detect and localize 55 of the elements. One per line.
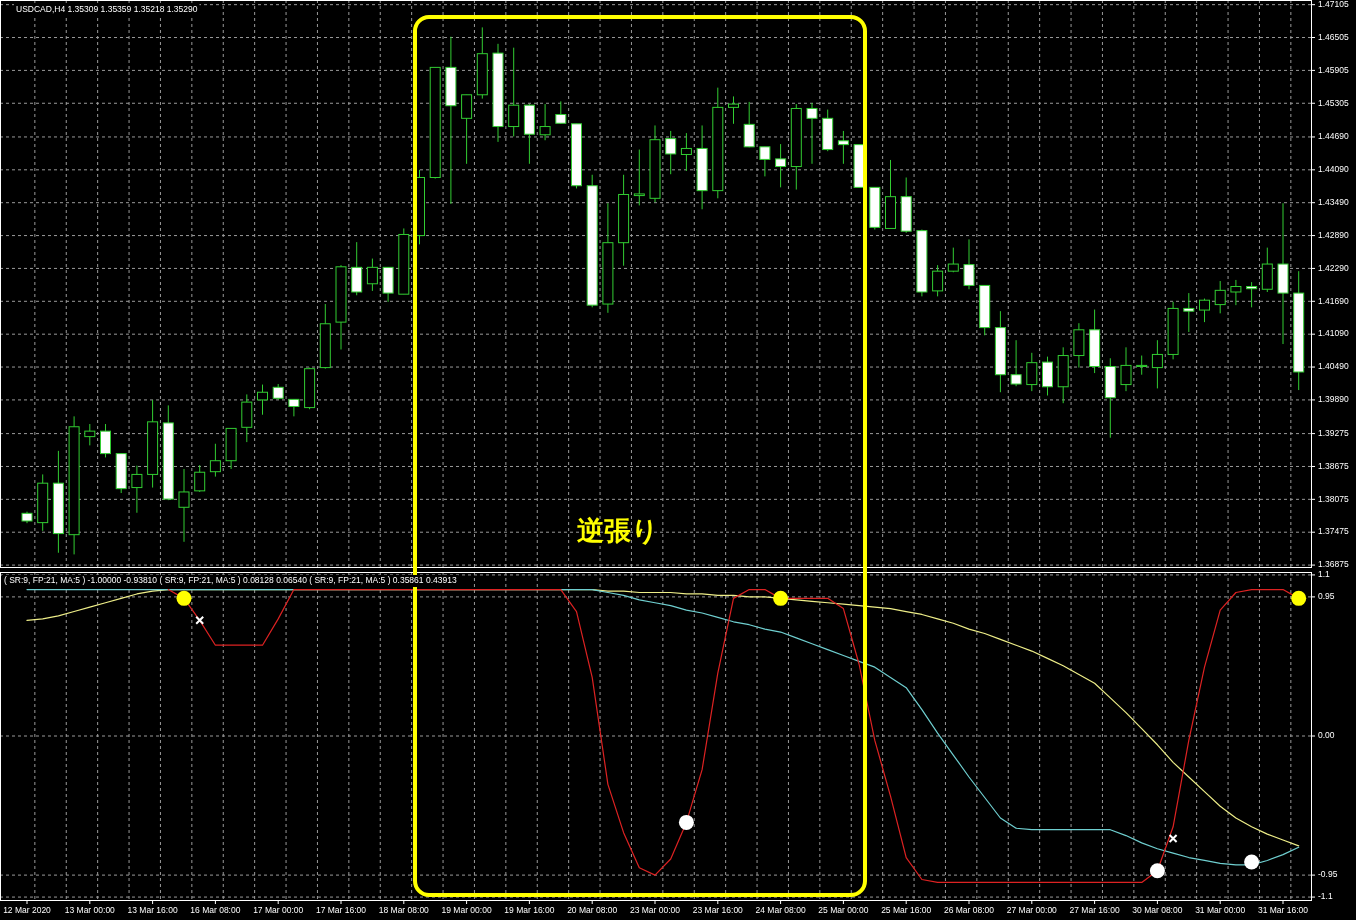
x-tick-label: 27 Mar 00:00 bbox=[1006, 905, 1058, 915]
x-tick-label: 25 Mar 00:00 bbox=[818, 905, 869, 915]
x-tick-label: 27 Mar 16:00 bbox=[1069, 905, 1120, 915]
x-tick-label: 20 Mar 08:00 bbox=[567, 905, 618, 915]
x-tick-label: 17 Mar 00:00 bbox=[253, 905, 304, 915]
y-tick-label: 1.42290 bbox=[1318, 262, 1349, 273]
x-tick-label: 18 Mar 08:00 bbox=[378, 905, 430, 915]
y-tick-label: 1.39890 bbox=[1318, 394, 1349, 405]
y-tick-label: 1.39275 bbox=[1318, 427, 1349, 438]
y-tick-label: 1.38075 bbox=[1318, 493, 1349, 504]
y-tick-label: 0.00 bbox=[1318, 730, 1335, 741]
x-tick-label: 19 Mar 00:00 bbox=[441, 905, 492, 915]
y-tick-label: 1.40490 bbox=[1318, 361, 1349, 372]
y-tick-label: 1.45905 bbox=[1318, 64, 1349, 75]
y-tick-label: 1.41690 bbox=[1318, 295, 1349, 306]
x-tick-label: 30 Mar 08:00 bbox=[1132, 905, 1183, 915]
y-tick-label: 1.1 bbox=[1318, 569, 1331, 580]
x-tick-label: 17 Mar 16:00 bbox=[315, 905, 367, 915]
y-tick-label: 1.45305 bbox=[1318, 97, 1349, 108]
annotation: 逆張り bbox=[577, 516, 659, 547]
y-tick-label: 1.44090 bbox=[1318, 164, 1349, 175]
point bbox=[1244, 854, 1260, 870]
point bbox=[773, 590, 789, 606]
x-tick-label: 13 Mar 16:00 bbox=[127, 905, 178, 915]
x-tick-label: 26 Mar 08:00 bbox=[943, 905, 995, 915]
x-tick-label: 23 Mar 00:00 bbox=[629, 905, 681, 915]
y-tick-label: 1.38675 bbox=[1318, 460, 1349, 471]
x-tick-label: 31 Mar 00:00 bbox=[1195, 905, 1246, 915]
y-tick-label: 1.44690 bbox=[1318, 131, 1349, 142]
point bbox=[1291, 590, 1307, 606]
point bbox=[1168, 834, 1178, 843]
point bbox=[678, 814, 694, 830]
chart-title: ( SR:9, FP:21, MA:5 ) -1.00000 -0.93810 ( SR:9, FP:21, MA:5 ) 0.08128 0.06540 ( SR:9, FP:21, MA:5 ) 0.35861 0.43913 bbox=[4, 575, 457, 586]
x-tick-label: 31 Mar 16:00 bbox=[1257, 905, 1309, 915]
y-tick-label: 1.36875 bbox=[1318, 559, 1349, 570]
y-tick-label: 1.41090 bbox=[1318, 328, 1349, 339]
y-tick-label: 0.95 bbox=[1318, 591, 1335, 602]
x-tick-label: 19 Mar 16:00 bbox=[504, 905, 555, 915]
y-tick-label: 1.42890 bbox=[1318, 229, 1349, 240]
y-tick-label: 1.43490 bbox=[1318, 196, 1349, 207]
y-tick-label: 1.47105 bbox=[1318, 0, 1349, 9]
y-tick-label: 1.46505 bbox=[1318, 31, 1349, 42]
x-tick-label: 12 Mar 2020 bbox=[3, 905, 52, 915]
point bbox=[1149, 863, 1165, 879]
x-tick-label: 16 Mar 08:00 bbox=[190, 905, 241, 915]
point bbox=[195, 615, 205, 625]
text: USDCAD,H4 1.35309 1.35359 1.35218 1.35290 bbox=[16, 4, 198, 15]
y-tick-label: -1.1 bbox=[1318, 891, 1333, 902]
x-tick-label: 13 Mar 00:00 bbox=[64, 905, 116, 915]
y-tick-label: -0.95 bbox=[1318, 869, 1338, 880]
point bbox=[176, 590, 192, 606]
x-tick-label: 24 Mar 08:00 bbox=[755, 905, 806, 915]
x-tick-label: 23 Mar 16:00 bbox=[692, 905, 744, 915]
x-tick-label: 25 Mar 16:00 bbox=[881, 905, 932, 915]
y-tick-label: 1.37475 bbox=[1318, 526, 1349, 537]
